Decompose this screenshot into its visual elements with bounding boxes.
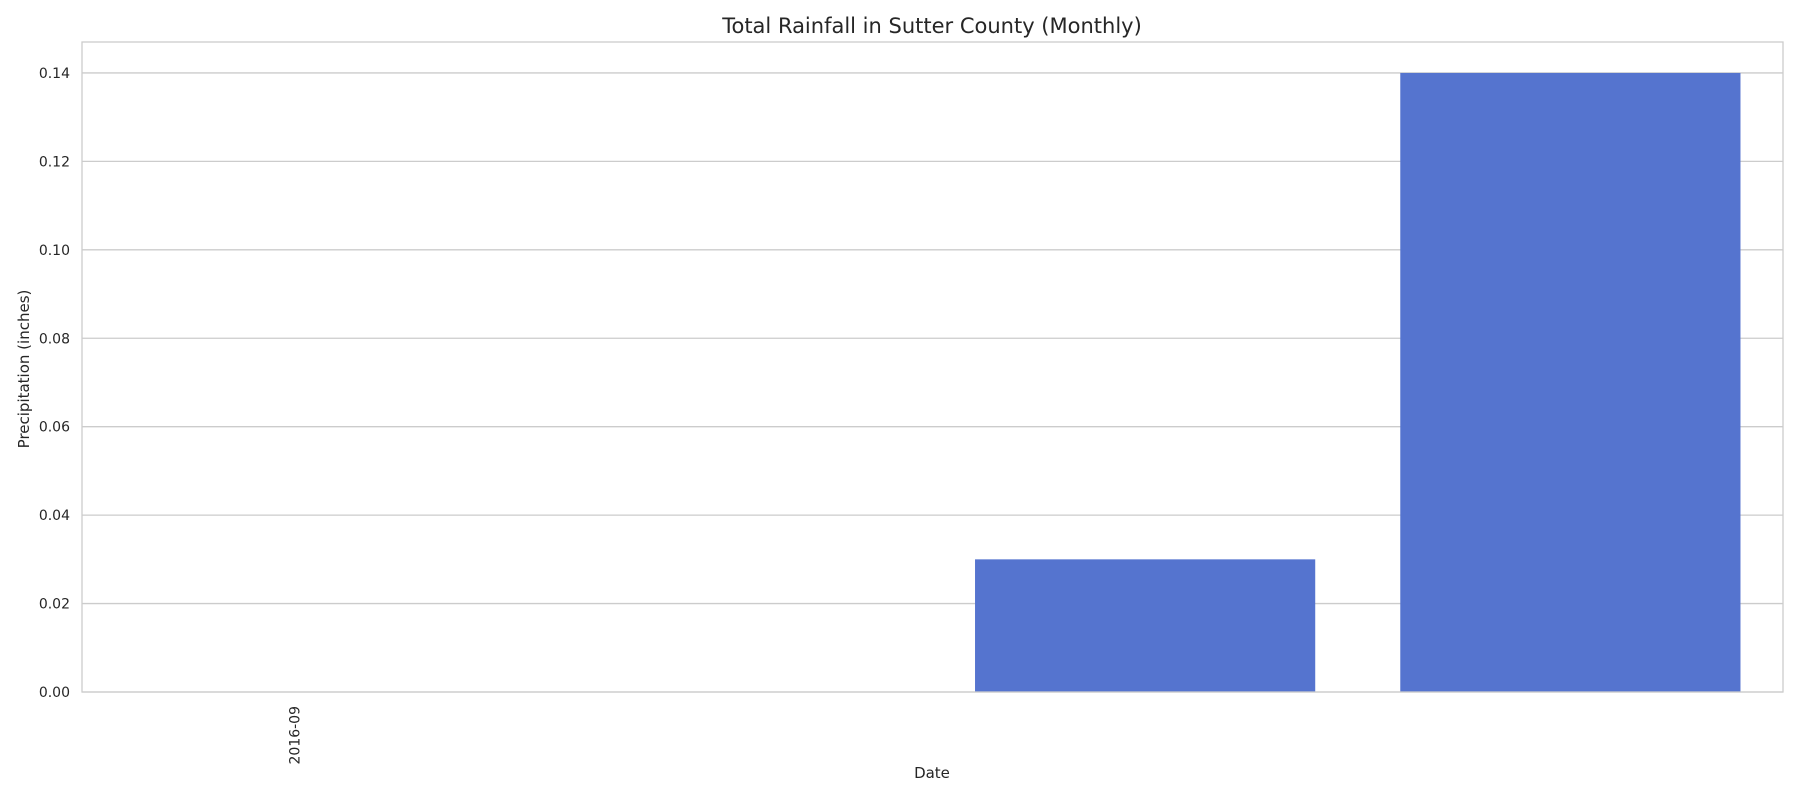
x-tick-label: 2016-09 — [288, 706, 304, 765]
y-tick-label: 0.00 — [39, 685, 70, 701]
y-tick-label: 0.10 — [39, 243, 70, 259]
y-tick-label: 0.02 — [39, 597, 70, 613]
bar — [1400, 72, 1741, 692]
x-tick-labels: 2016-09 — [288, 706, 304, 765]
y-tick-label: 0.08 — [39, 331, 70, 347]
x-axis-label: Date — [914, 764, 950, 782]
plot-frame — [81, 41, 1784, 693]
chart-title: Total Rainfall in Sutter County (Monthly… — [721, 14, 1142, 38]
y-axis-label: Precipitation (inches) — [15, 290, 33, 449]
y-tick-label: 0.12 — [39, 154, 70, 170]
bars — [975, 72, 1741, 692]
y-tick-label: 0.04 — [39, 508, 70, 524]
y-tick-labels: 0.00 0.02 0.04 0.06 0.08 0.10 0.12 0.14 — [39, 66, 70, 701]
y-gridlines — [82, 72, 1783, 693]
y-tick-label: 0.06 — [39, 420, 70, 436]
bar — [975, 559, 1316, 692]
y-tick-label: 0.14 — [39, 66, 70, 82]
